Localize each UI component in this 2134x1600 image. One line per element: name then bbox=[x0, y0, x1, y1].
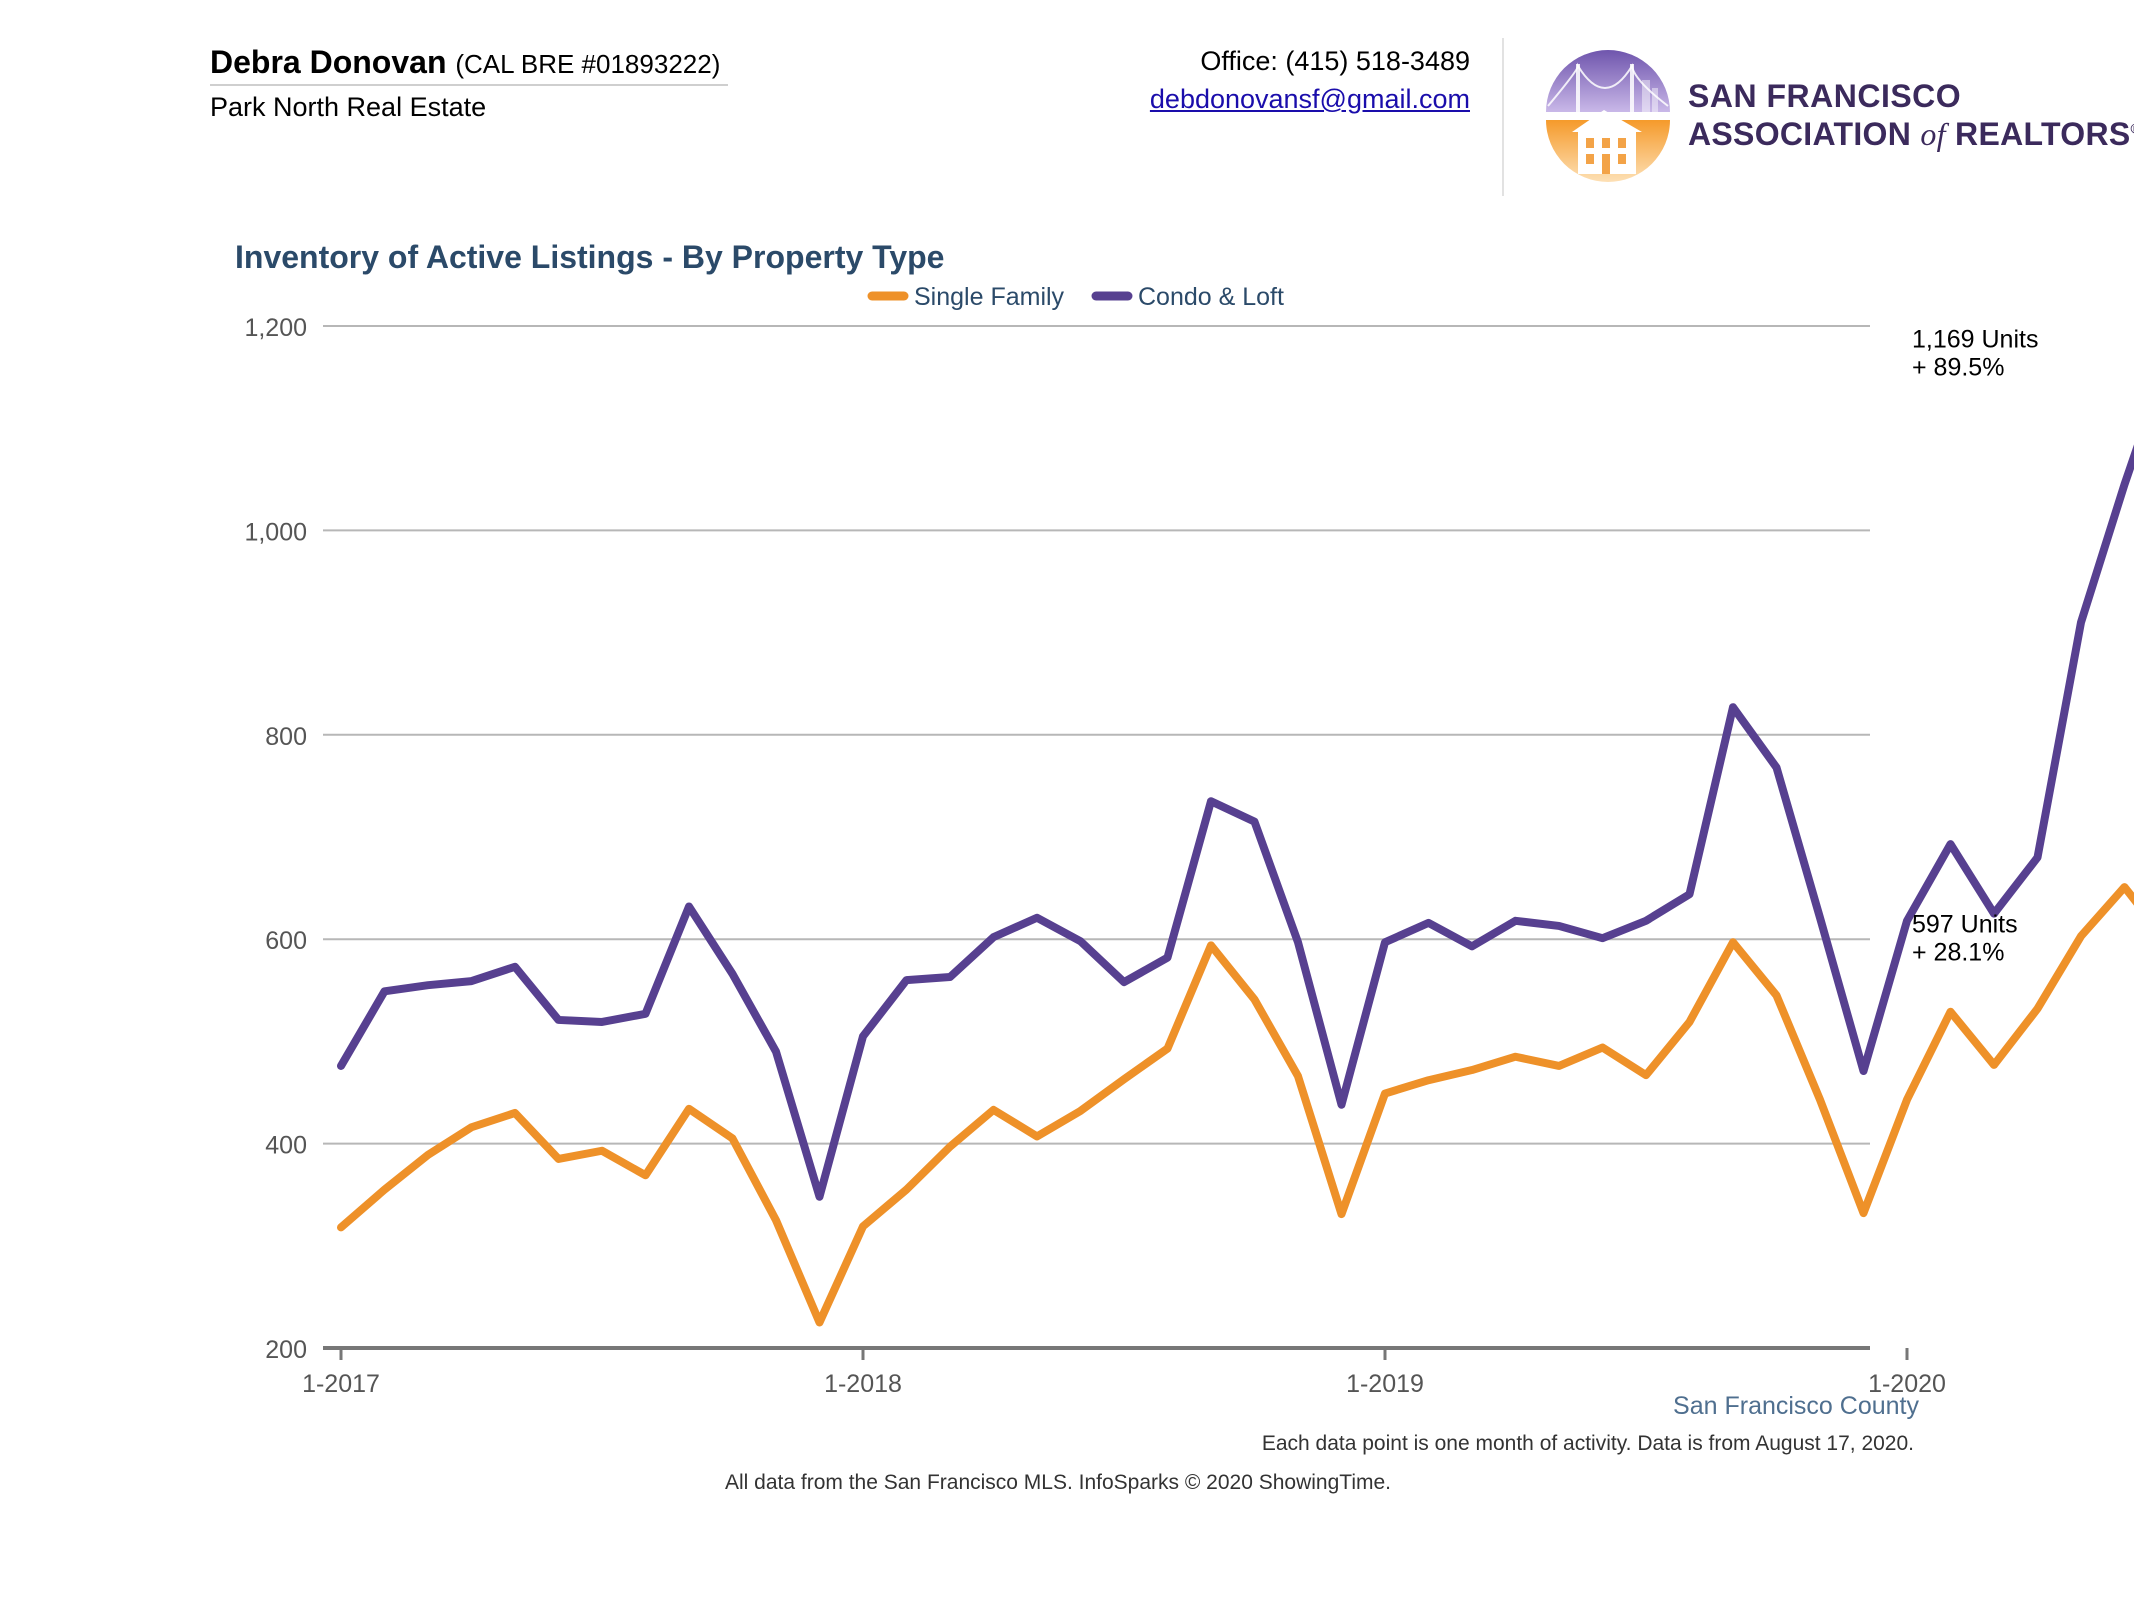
agent-license: (CAL BRE #01893222) bbox=[455, 49, 721, 79]
chart-legend: Single Family Condo & Loft bbox=[867, 283, 1284, 311]
series-line-condo-loft bbox=[337, 444, 2134, 1201]
logo-registered: ® bbox=[2131, 120, 2134, 136]
x-tick-label: 1-2019 bbox=[1346, 1370, 1424, 1398]
annotation-change: + 89.5% bbox=[1912, 354, 2004, 382]
data-note: Each data point is one month of activity… bbox=[1261, 1432, 1914, 1455]
office-phone: Office: (415) 518-3489 bbox=[1200, 46, 1470, 76]
annotation-units: 1,169 Units bbox=[1912, 326, 2038, 354]
series-line-single-family bbox=[337, 883, 2134, 1327]
chart-title: Inventory of Active Listings - By Proper… bbox=[235, 239, 944, 275]
logo-line2-b: REALTORS bbox=[1945, 116, 2131, 152]
annotation-units: 597 Units bbox=[1912, 910, 2018, 938]
email-link[interactable]: debdonovansf@gmail.com bbox=[1149, 84, 1470, 114]
y-tick-label: 400 bbox=[265, 1132, 307, 1160]
y-tick-label: 200 bbox=[265, 1336, 307, 1364]
logo-line2: ASSOCIATION of REALTORS® bbox=[1688, 116, 2134, 153]
chart-series bbox=[337, 444, 2134, 1327]
x-tick-label: 1-2017 bbox=[302, 1370, 380, 1398]
chart-grid bbox=[323, 325, 1870, 1145]
x-axis: 1-2017 1-2018 1-2019 1-2020 bbox=[302, 1346, 1946, 1398]
y-tick-label: 800 bbox=[265, 723, 307, 751]
agent-name-text: Debra Donovan bbox=[210, 44, 447, 80]
data-source: All data from the San Francisco MLS. Inf… bbox=[725, 1471, 1392, 1494]
y-tick-label: 600 bbox=[265, 927, 307, 955]
agent-divider bbox=[210, 84, 728, 86]
logo-line2-a: ASSOCIATION bbox=[1688, 116, 1921, 152]
annotation-change: + 28.1% bbox=[1912, 938, 2004, 966]
agent-company: Park North Real Estate bbox=[210, 92, 487, 122]
y-axis-ticks: 200 400 600 800 1,000 1,200 bbox=[244, 314, 307, 1364]
legend-label: Single Family bbox=[914, 283, 1065, 311]
y-tick-label: 1,000 bbox=[244, 518, 307, 546]
logo-line2-of: of bbox=[1920, 116, 1946, 152]
legend-label: Condo & Loft bbox=[1138, 283, 1284, 311]
x-tick-label: 1-2018 bbox=[824, 1370, 902, 1398]
chart-annotations: 1,169 Units+ 89.5% 597 Units+ 28.1% bbox=[1912, 326, 2038, 967]
agent-name: Debra Donovan (CAL BRE #01893222) bbox=[210, 44, 720, 81]
golden-gate-house-logo-icon bbox=[1546, 50, 1670, 182]
logo-line1: SAN FRANCISCO bbox=[1688, 78, 1962, 114]
x-tick-label: 1-2020 bbox=[1868, 1370, 1946, 1398]
region-label: San Francisco County bbox=[1673, 1392, 1919, 1420]
y-tick-label: 1,200 bbox=[244, 314, 307, 342]
header-divider bbox=[1502, 38, 1504, 196]
